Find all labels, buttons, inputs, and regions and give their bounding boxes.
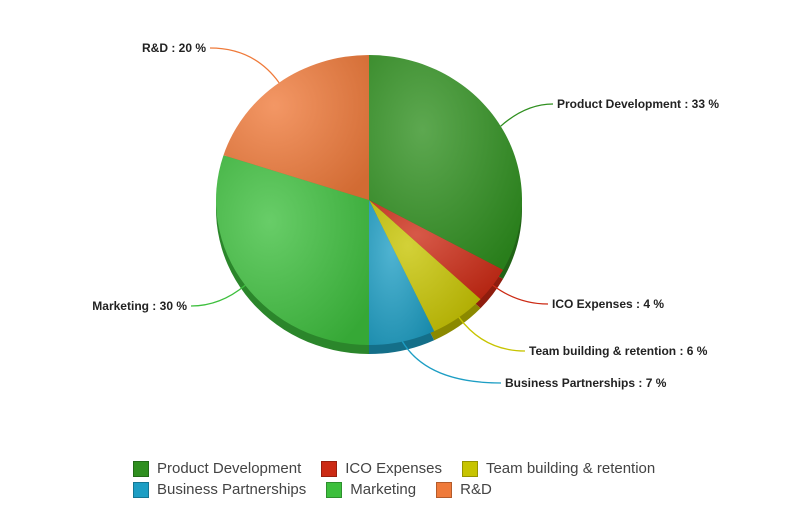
legend-item-team-building-retention[interactable]: Team building & retention [461, 460, 656, 477]
legend-swatch [461, 460, 478, 477]
slice-product-development[interactable] [369, 55, 522, 270]
legend-item-product-development[interactable]: Product Development [133, 460, 301, 477]
legend-label: Marketing [350, 481, 417, 498]
slice-r-d-leader [209, 47, 280, 84]
legend-item-ico-expenses[interactable]: ICO Expenses [321, 460, 442, 477]
callout-labels: Product Development : 33 % ICO Expenses :… [92, 41, 719, 390]
legend-swatch [326, 481, 343, 498]
legend-item-r-d[interactable]: R&D [436, 481, 492, 498]
slice-ico-expenses[interactable] [369, 200, 504, 300]
pie-slices [216, 55, 522, 345]
slice-business-partnerships-leader [401, 341, 502, 384]
legend-item-business-partnerships[interactable]: Business Partnerships [133, 481, 306, 498]
legend-swatch [321, 460, 338, 477]
legend-label: R&D [460, 481, 492, 498]
legend-row: Product Development ICO Expenses Team buil… [133, 460, 693, 477]
slice-team-building-retention-label: Team building & retention : 6 % [529, 344, 708, 358]
slice-marketing[interactable] [216, 155, 369, 345]
pie-chart: Product Development : 33 % ICO Expenses :… [92, 41, 719, 390]
slice-product-development-label: Product Development : 33 % [557, 97, 719, 111]
legend-item-marketing[interactable]: Marketing [326, 481, 416, 498]
callout-lines [190, 47, 554, 384]
slice-business-partnerships[interactable] [369, 200, 435, 345]
slice-marketing-label: Marketing : 30 % [92, 299, 187, 313]
legend-label: Product Development [157, 460, 302, 477]
slice-business-partnerships-label: Business Partnerships : 7 % [505, 376, 667, 390]
slice-r-d[interactable] [223, 55, 369, 200]
legend-label: Business Partnerships [157, 481, 307, 498]
slice-product-development-leader [500, 103, 554, 127]
legend-swatch [436, 481, 453, 498]
legend-swatch [133, 460, 149, 477]
slice-ico-expenses-label: ICO Expenses : 4 % [552, 297, 664, 311]
legend-label: Team building & retention [485, 460, 656, 477]
legend-label: ICO Expenses [345, 460, 442, 477]
legend-swatch [133, 481, 149, 498]
legend: Product Development ICO Expenses Team buil… [133, 460, 693, 498]
slice-team-building-retention[interactable] [369, 200, 481, 332]
slice-marketing-leader [190, 284, 246, 307]
legend-row: Business Partnerships Marketing R&D [133, 481, 693, 498]
slice-team-building-retention-leader [458, 316, 526, 352]
slice-r-d-label: R&D : 20 % [142, 41, 206, 55]
slice-ico-expenses-leader [492, 284, 549, 305]
